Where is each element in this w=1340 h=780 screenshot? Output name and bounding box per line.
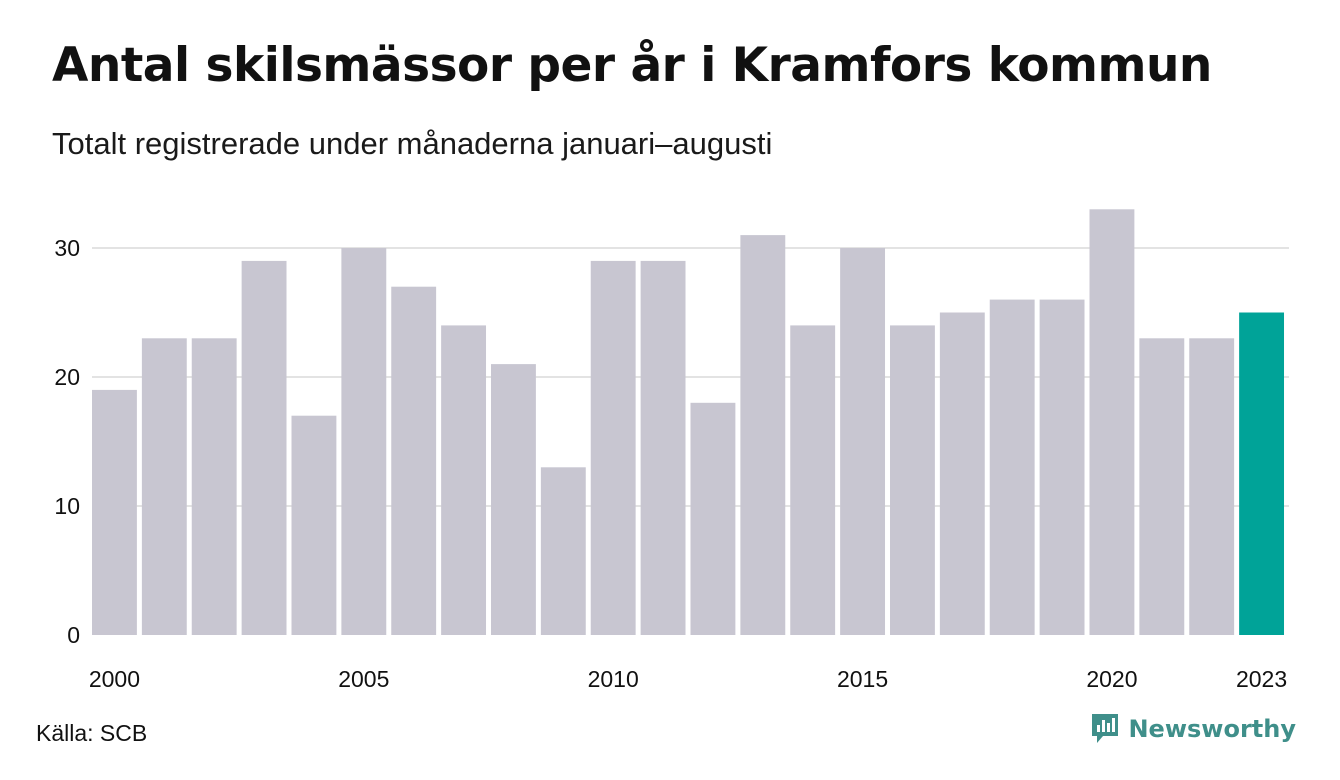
y-tick-label: 10 [54,493,80,519]
bar-2021 [1139,338,1185,635]
bar-2013 [740,235,786,635]
bar-2002 [191,338,237,635]
chart-title: Antal skilsmässor per år i Kramfors komm… [52,38,1212,93]
bar-2010 [590,260,636,635]
y-tick-label: 20 [54,364,80,390]
x-tick-label-2023: 2023 [1236,666,1287,692]
x-tick-label-2020: 2020 [1086,666,1137,692]
x-tick-label-2005: 2005 [338,666,389,692]
bar-2023 [1239,312,1285,635]
bar-2005 [341,248,387,635]
bar-2019 [1039,299,1085,635]
bar-2012 [690,402,736,635]
brand-name: Newsworthy [1128,715,1296,743]
bar-2015 [840,248,886,635]
bar-2018 [989,299,1035,635]
bar-2020 [1089,209,1135,636]
x-tick-label-2010: 2010 [588,666,639,692]
bar-2009 [540,467,586,635]
y-tick-label: 0 [67,622,80,648]
bar-2016 [890,325,935,635]
bars [92,209,1285,636]
bar-2014 [790,325,836,635]
bar-2000 [92,389,137,635]
bar-2001 [141,338,187,635]
y-axis-ticks: 0 10 20 30 [54,235,80,648]
bar-2011 [640,260,686,635]
y-tick-label: 30 [54,235,80,261]
bar-2003 [241,260,287,635]
bar-chart: 0 10 20 30 2000 2005 2010 2015 2020 2023 [54,209,1289,692]
bar-2004 [291,415,337,635]
bar-2008 [491,364,536,635]
bar-2006 [391,286,437,635]
source-note: Källa: SCB [36,720,148,746]
bar-2017 [939,312,985,635]
x-axis-ticks: 2000 2005 2010 2015 2020 2023 [89,666,1287,692]
x-tick-label-2000: 2000 [89,666,140,692]
brand-logo[interactable]: Newsworthy [1090,712,1296,746]
newsworthy-logo-icon [1092,714,1119,743]
x-tick-label-2015: 2015 [837,666,888,692]
chart-subtitle: Totalt registrerade under månaderna janu… [52,126,773,161]
bar-2022 [1189,338,1235,635]
bar-2007 [441,325,487,635]
